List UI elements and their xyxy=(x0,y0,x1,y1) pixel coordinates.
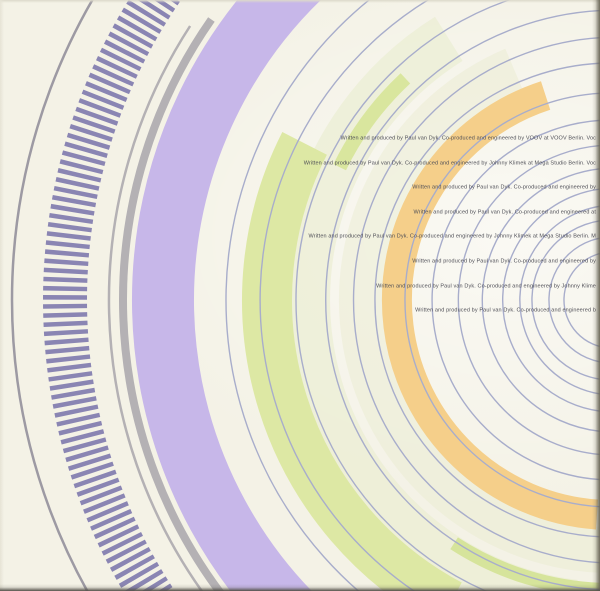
ring-orange xyxy=(381,81,599,530)
ring-thin-14 xyxy=(259,0,430,591)
scan-edge-top xyxy=(0,0,600,3)
ring-thin-9 xyxy=(404,92,600,508)
ring-lavender xyxy=(132,0,321,591)
ring-thin-11 xyxy=(352,37,600,564)
ring-tick-band xyxy=(43,0,182,591)
scan-edge-right xyxy=(592,0,600,591)
ring-thin-5 xyxy=(502,188,600,412)
ring-green-upper-segment xyxy=(333,73,411,171)
ring-thin-7 xyxy=(457,144,600,456)
ring-green-main xyxy=(242,132,462,591)
ring-outer-thin-gray xyxy=(10,0,94,591)
ring-thin-15 xyxy=(225,0,371,591)
scan-edge-left xyxy=(0,0,4,591)
ring-thin-12 xyxy=(325,9,600,591)
ring-thin-4 xyxy=(519,205,600,395)
ring-thin-13 xyxy=(295,0,512,591)
ring-gray-thin xyxy=(107,25,204,591)
ring-gray-thick xyxy=(119,17,225,591)
ring-thin-6 xyxy=(481,168,600,432)
scan-edge-bottom xyxy=(0,584,600,591)
ring-thin-3 xyxy=(531,220,600,380)
ring-thin-2 xyxy=(548,237,600,363)
ring-thin-10 xyxy=(374,62,600,538)
ring-pale-wash-inner xyxy=(338,48,600,573)
ring-thin-8 xyxy=(431,119,600,481)
